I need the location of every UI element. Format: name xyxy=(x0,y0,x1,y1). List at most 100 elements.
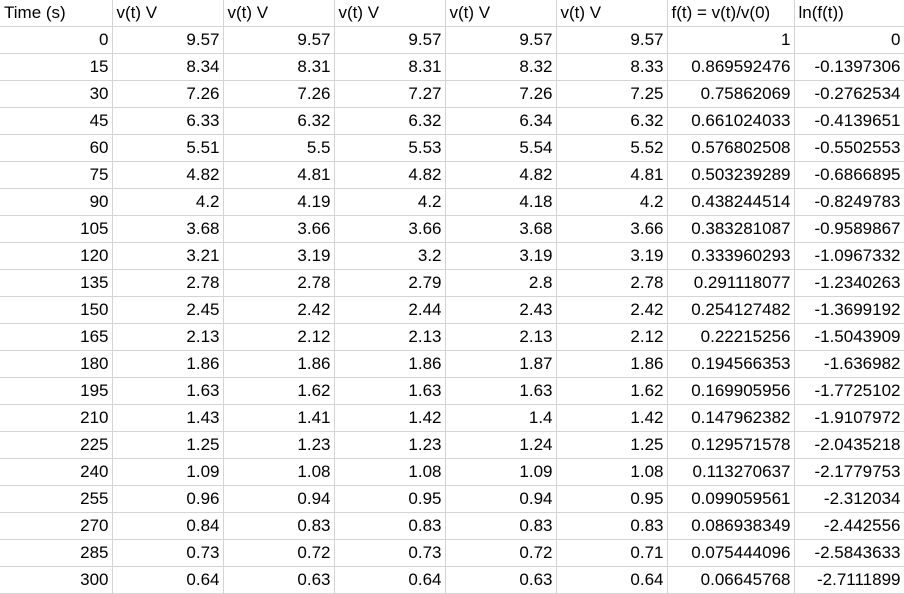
table-cell[interactable]: 1.43 xyxy=(111,404,224,433)
header-cell[interactable]: v(t) V xyxy=(333,0,446,28)
table-cell[interactable]: -1.3699192 xyxy=(793,296,904,325)
table-cell[interactable]: 0.94 xyxy=(444,485,557,514)
table-cell[interactable]: 5.51 xyxy=(111,134,224,163)
table-cell[interactable]: 1.63 xyxy=(111,377,224,406)
table-cell[interactable]: -2.0435218 xyxy=(793,431,904,460)
table-cell[interactable]: 180 xyxy=(0,350,113,379)
table-cell[interactable]: 1.41 xyxy=(222,404,335,433)
table-cell[interactable]: -1.5043909 xyxy=(793,323,904,352)
table-cell[interactable]: 135 xyxy=(0,269,113,298)
table-cell[interactable]: 3.68 xyxy=(444,215,557,244)
table-cell[interactable]: 6.32 xyxy=(555,107,668,136)
table-cell[interactable]: 9.57 xyxy=(111,26,224,55)
table-cell[interactable]: 0.63 xyxy=(444,566,557,594)
table-cell[interactable]: -0.4139651 xyxy=(793,107,904,136)
table-cell[interactable]: 2.78 xyxy=(222,269,335,298)
table-cell[interactable]: 8.32 xyxy=(444,53,557,82)
table-cell[interactable]: 0.94 xyxy=(222,485,335,514)
table-cell[interactable]: 1.63 xyxy=(444,377,557,406)
table-cell[interactable]: 6.32 xyxy=(333,107,446,136)
table-cell[interactable]: -1.0967332 xyxy=(793,242,904,271)
table-cell[interactable]: 0.72 xyxy=(444,539,557,568)
table-cell[interactable]: 9.57 xyxy=(333,26,446,55)
table-cell[interactable]: -1.9107972 xyxy=(793,404,904,433)
table-cell[interactable]: 3.19 xyxy=(222,242,335,271)
table-cell[interactable]: -2.1779753 xyxy=(793,458,904,487)
table-cell[interactable]: 15 xyxy=(0,53,113,82)
table-cell[interactable]: 165 xyxy=(0,323,113,352)
table-cell[interactable]: 2.8 xyxy=(444,269,557,298)
table-cell[interactable]: 0.95 xyxy=(555,485,668,514)
table-cell[interactable]: 0.83 xyxy=(222,512,335,541)
table-cell[interactable]: 2.79 xyxy=(333,269,446,298)
header-cell[interactable]: Time (s) xyxy=(0,0,113,28)
table-cell[interactable]: -0.9589867 xyxy=(793,215,904,244)
header-cell[interactable]: v(t) V xyxy=(111,0,224,28)
table-cell[interactable]: 0.503239289 xyxy=(666,161,795,190)
table-cell[interactable]: 2.43 xyxy=(444,296,557,325)
table-cell[interactable]: 75 xyxy=(0,161,113,190)
table-cell[interactable]: 285 xyxy=(0,539,113,568)
table-cell[interactable]: 0.869592476 xyxy=(666,53,795,82)
table-cell[interactable]: 3.21 xyxy=(111,242,224,271)
table-cell[interactable]: 195 xyxy=(0,377,113,406)
table-cell[interactable]: 60 xyxy=(0,134,113,163)
table-cell[interactable]: 0.291118077 xyxy=(666,269,795,298)
table-cell[interactable]: 4.2 xyxy=(333,188,446,217)
table-cell[interactable]: 0.661024033 xyxy=(666,107,795,136)
table-cell[interactable]: 0 xyxy=(0,26,113,55)
table-cell[interactable]: 4.81 xyxy=(555,161,668,190)
table-cell[interactable]: 1 xyxy=(666,26,795,55)
table-cell[interactable]: 1.62 xyxy=(222,377,335,406)
table-cell[interactable]: 3.2 xyxy=(333,242,446,271)
table-cell[interactable]: 2.42 xyxy=(222,296,335,325)
table-cell[interactable]: 0.22215256 xyxy=(666,323,795,352)
table-cell[interactable]: 1.25 xyxy=(555,431,668,460)
table-cell[interactable]: 0.73 xyxy=(111,539,224,568)
table-cell[interactable]: 7.25 xyxy=(555,80,668,109)
table-cell[interactable]: 0.086938349 xyxy=(666,512,795,541)
table-cell[interactable]: 255 xyxy=(0,485,113,514)
header-cell[interactable]: v(t) V xyxy=(555,0,668,28)
table-cell[interactable]: 3.66 xyxy=(555,215,668,244)
table-cell[interactable]: 2.12 xyxy=(222,323,335,352)
table-cell[interactable]: -2.442556 xyxy=(793,512,904,541)
table-cell[interactable]: 0.96 xyxy=(111,485,224,514)
table-cell[interactable]: 2.45 xyxy=(111,296,224,325)
table-cell[interactable]: 2.78 xyxy=(555,269,668,298)
table-cell[interactable]: 240 xyxy=(0,458,113,487)
table-cell[interactable]: 1.23 xyxy=(333,431,446,460)
table-cell[interactable]: 9.57 xyxy=(222,26,335,55)
table-cell[interactable]: 0.576802508 xyxy=(666,134,795,163)
table-cell[interactable]: 270 xyxy=(0,512,113,541)
table-cell[interactable]: 4.81 xyxy=(222,161,335,190)
table-cell[interactable]: 1.86 xyxy=(555,350,668,379)
table-cell[interactable]: 0.113270637 xyxy=(666,458,795,487)
table-cell[interactable]: 9.57 xyxy=(555,26,668,55)
table-cell[interactable]: 8.34 xyxy=(111,53,224,82)
table-cell[interactable]: 120 xyxy=(0,242,113,271)
table-cell[interactable]: 0.64 xyxy=(333,566,446,594)
table-cell[interactable]: 0.73 xyxy=(333,539,446,568)
header-cell[interactable]: ln(f(t)) xyxy=(793,0,904,28)
table-cell[interactable]: 3.19 xyxy=(555,242,668,271)
table-cell[interactable]: 6.33 xyxy=(111,107,224,136)
header-cell[interactable]: v(t) V xyxy=(444,0,557,28)
table-cell[interactable]: 0.254127482 xyxy=(666,296,795,325)
table-cell[interactable]: 0.72 xyxy=(222,539,335,568)
table-cell[interactable]: -2.5843633 xyxy=(793,539,904,568)
table-cell[interactable]: 7.26 xyxy=(444,80,557,109)
table-cell[interactable]: 0.333960293 xyxy=(666,242,795,271)
table-cell[interactable]: 5.52 xyxy=(555,134,668,163)
table-cell[interactable]: 0.194566353 xyxy=(666,350,795,379)
table-cell[interactable]: -2.312034 xyxy=(793,485,904,514)
table-cell[interactable]: 2.78 xyxy=(111,269,224,298)
table-cell[interactable]: 1.42 xyxy=(555,404,668,433)
table-cell[interactable]: 1.08 xyxy=(222,458,335,487)
table-cell[interactable]: 0.83 xyxy=(555,512,668,541)
table-cell[interactable]: 2.13 xyxy=(444,323,557,352)
table-cell[interactable]: 5.53 xyxy=(333,134,446,163)
table-cell[interactable]: -0.5502553 xyxy=(793,134,904,163)
table-cell[interactable]: 1.08 xyxy=(333,458,446,487)
table-cell[interactable]: 105 xyxy=(0,215,113,244)
